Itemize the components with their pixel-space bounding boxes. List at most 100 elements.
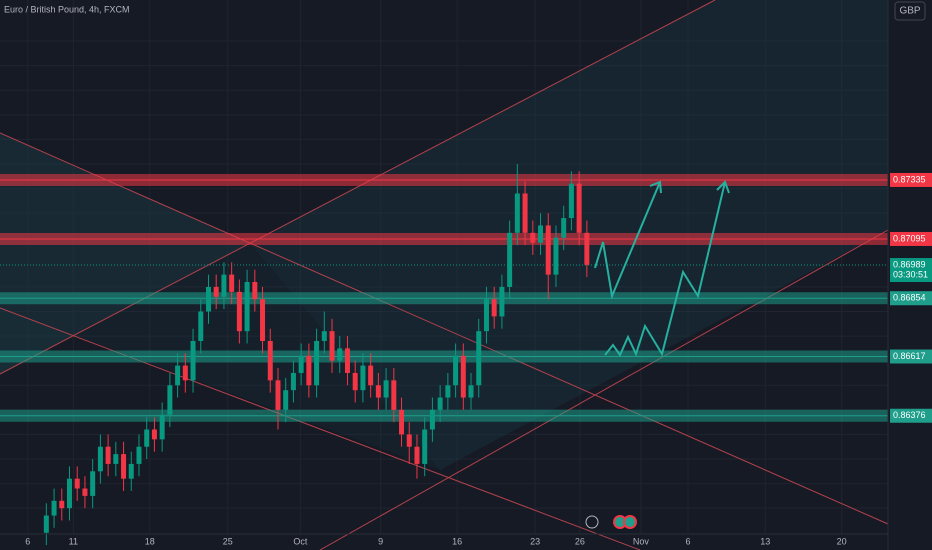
candle-body xyxy=(414,446,420,464)
arrow-head xyxy=(649,180,662,194)
projection-arrow xyxy=(604,181,726,358)
price-label: 0.87335 xyxy=(893,174,926,184)
projections xyxy=(594,180,730,358)
candle-body xyxy=(568,183,574,219)
projection-arrow xyxy=(594,181,661,300)
x-tick-label: 16 xyxy=(452,536,462,546)
candle-body xyxy=(128,463,134,479)
price-label: 0.87095 xyxy=(893,233,926,243)
candle-body xyxy=(337,348,343,361)
candle-body xyxy=(43,515,49,533)
candle-body xyxy=(113,454,119,464)
candle-body xyxy=(175,365,181,386)
candle-body xyxy=(105,446,111,464)
candle-body xyxy=(221,274,227,297)
candle-body xyxy=(151,429,157,440)
candle-body xyxy=(182,365,188,381)
candle-body xyxy=(283,390,289,410)
x-tick-label: 26 xyxy=(575,536,585,546)
candle-body xyxy=(190,341,196,381)
candle-body xyxy=(306,355,312,386)
candle-body xyxy=(483,299,489,332)
currency-button[interactable] xyxy=(894,1,926,21)
trend-line xyxy=(319,229,889,550)
candle-body xyxy=(82,488,88,496)
trend-line xyxy=(0,0,716,375)
candle-body xyxy=(437,397,443,410)
candle-body xyxy=(290,372,296,391)
candle-body xyxy=(244,281,250,332)
x-tick-label: 25 xyxy=(223,536,233,546)
x-axis: 6 11 18 25 Oct 9 16 23 26 Nov 6 13 20 xyxy=(25,0,847,546)
x-tick-label: 18 xyxy=(145,536,155,546)
candle-body xyxy=(267,341,273,381)
candle-body xyxy=(229,274,235,292)
candle-body xyxy=(352,372,358,391)
candle-body xyxy=(51,500,57,516)
candle-body xyxy=(360,365,366,391)
candle-body xyxy=(453,355,459,386)
candle-body xyxy=(90,471,96,496)
candle-body xyxy=(344,348,350,373)
x-tick-label: 20 xyxy=(837,536,847,546)
candle-body xyxy=(468,385,474,398)
candle-body xyxy=(460,355,466,398)
x-tick-label: Oct xyxy=(293,536,308,546)
countdown: 03:30:51 xyxy=(893,269,928,279)
x-tick-label: 9 xyxy=(378,536,383,546)
x-tick-label: 13 xyxy=(760,536,770,546)
currency[interactable]: GBP xyxy=(899,6,920,17)
candle-body xyxy=(522,193,528,233)
candle-body xyxy=(507,232,513,287)
candle-body xyxy=(538,225,544,243)
x-tick-label: 23 xyxy=(530,536,540,546)
candle-body xyxy=(275,380,281,410)
candle-body xyxy=(399,409,405,435)
x-tick-label: 6 xyxy=(685,536,690,546)
candle-body xyxy=(236,291,242,332)
price-label: 0.86617 xyxy=(893,351,926,361)
candle-body xyxy=(445,385,451,398)
x-tick-label: Nov xyxy=(633,536,650,546)
candle-body xyxy=(213,286,219,297)
x-tick-label: 11 xyxy=(69,536,78,546)
candle-body xyxy=(499,286,505,317)
candle-body xyxy=(514,193,520,233)
candle-body xyxy=(561,218,567,238)
bottom-icons[interactable] xyxy=(585,515,637,529)
candle-body xyxy=(553,237,559,275)
candle-body xyxy=(375,385,381,398)
candles xyxy=(43,163,590,546)
candle-body xyxy=(329,331,335,361)
candle-body xyxy=(576,183,582,233)
candle-body xyxy=(476,331,482,386)
price-label: 0.86376 xyxy=(893,410,926,420)
price-label: 0.86854 xyxy=(893,293,926,303)
candle-body xyxy=(383,380,389,398)
event-icon[interactable] xyxy=(585,515,599,529)
price-label-box xyxy=(890,172,932,187)
candle-body xyxy=(491,299,497,317)
candle-body xyxy=(121,454,127,479)
candle-body xyxy=(66,478,72,509)
candle-body xyxy=(252,281,258,300)
candle-body xyxy=(97,446,103,472)
event-icon[interactable] xyxy=(623,515,637,529)
channel-fill xyxy=(0,133,250,374)
x-tick-label: 6 xyxy=(25,536,30,546)
candle-body xyxy=(584,232,590,265)
candle-body xyxy=(530,232,536,243)
candle-body xyxy=(545,225,551,275)
candle-body xyxy=(74,478,80,489)
candle-body xyxy=(159,414,165,440)
candle-body xyxy=(429,409,435,430)
candle-body xyxy=(198,311,204,342)
candle-body xyxy=(406,434,412,447)
candle-body xyxy=(167,385,173,415)
price-label: 0.86989 xyxy=(893,259,926,269)
price-label-box xyxy=(890,291,932,306)
price-label-box xyxy=(890,231,932,246)
candle-body xyxy=(314,341,320,386)
trend-line xyxy=(0,307,641,550)
